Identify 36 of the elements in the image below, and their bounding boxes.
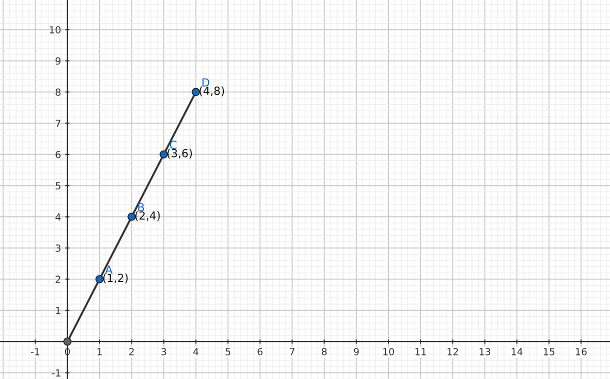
- x-tick-label: -1: [30, 348, 40, 356]
- x-tick-label: 9: [354, 348, 359, 356]
- x-tick-label: 8: [322, 348, 327, 356]
- y-tick-label: 6: [56, 150, 61, 158]
- y-tick-label: 1: [56, 306, 60, 314]
- x-tick-label: 12: [448, 348, 458, 356]
- annotation: C: [170, 140, 176, 150]
- x-tick-label: 3: [161, 348, 166, 356]
- y-tick-label: 7: [56, 120, 60, 127]
- x-tick-label: 5: [226, 348, 230, 356]
- y-tick-label: 10: [50, 26, 61, 34]
- y-tick-label: 2: [56, 276, 60, 283]
- x-tick-label: 11: [415, 348, 426, 356]
- x-tick-label: 4: [193, 348, 198, 356]
- annotation: (4,8): [200, 86, 224, 96]
- x-tick-label: 6: [258, 348, 263, 356]
- y-tick-label: 8: [56, 88, 61, 96]
- x-tick-label: 2: [129, 348, 134, 356]
- annotation: (2,4): [135, 211, 160, 222]
- annotation: A: [105, 266, 113, 274]
- x-tick-label: 10: [383, 348, 394, 356]
- x-tick-label: 15: [544, 348, 554, 356]
- x-tick-label: 1: [98, 348, 102, 356]
- y-tick-label: 9: [56, 57, 60, 65]
- x-tick-label: 13: [480, 348, 490, 356]
- annotation: (3,6): [167, 148, 192, 159]
- annotation: D: [202, 78, 210, 86]
- x-tick-label: 7: [290, 348, 294, 356]
- y-tick-label: -1: [52, 369, 60, 376]
- y-tick-label: 5: [56, 182, 60, 190]
- y-tick-label: 3: [56, 244, 60, 252]
- x-tick-label: 16: [576, 348, 587, 356]
- annotation: (1,2): [103, 274, 128, 284]
- x-tick-label: 14: [512, 348, 523, 356]
- y-tick-label: 4: [55, 213, 61, 220]
- annotation: B: [138, 203, 144, 212]
